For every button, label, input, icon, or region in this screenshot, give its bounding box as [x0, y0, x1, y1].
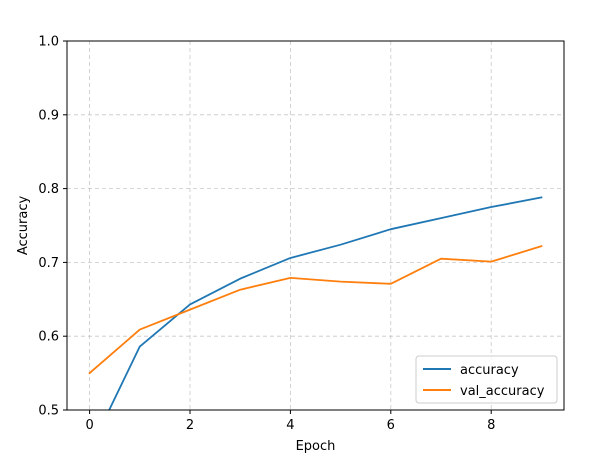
- legend: accuracy val_accuracy: [415, 355, 558, 404]
- y-tick-label: 0.6: [38, 330, 59, 345]
- x-tick-label: 2: [186, 418, 194, 433]
- x-tick-label: 6: [387, 418, 395, 433]
- series-group: [88, 196, 543, 410]
- x-axis-title: Epoch: [296, 439, 336, 454]
- x-tick-label: 8: [487, 418, 495, 433]
- ticks: 0 2 4 6 8 0.5 0.6 0.7 0.8 0.9 1.0: [38, 35, 495, 434]
- x-tick-label: 0: [85, 418, 93, 433]
- series-line-val-accuracy: [88, 245, 543, 375]
- legend-box: [415, 355, 558, 404]
- y-tick-label: 0.5: [38, 404, 59, 419]
- plot-frame: [66, 40, 565, 411]
- y-tick-label: 1.0: [38, 35, 59, 50]
- legend-label-accuracy: accuracy: [460, 363, 519, 378]
- y-tick-label: 0.9: [38, 108, 59, 123]
- y-axis-title: Accuracy: [16, 196, 31, 256]
- legend-label-val-accuracy: val_accuracy: [460, 384, 545, 399]
- x-tick-label: 4: [286, 418, 294, 433]
- y-tick-label: 0.8: [38, 182, 59, 197]
- y-tick-label: 0.7: [38, 256, 59, 271]
- series-line-accuracy: [108, 196, 543, 410]
